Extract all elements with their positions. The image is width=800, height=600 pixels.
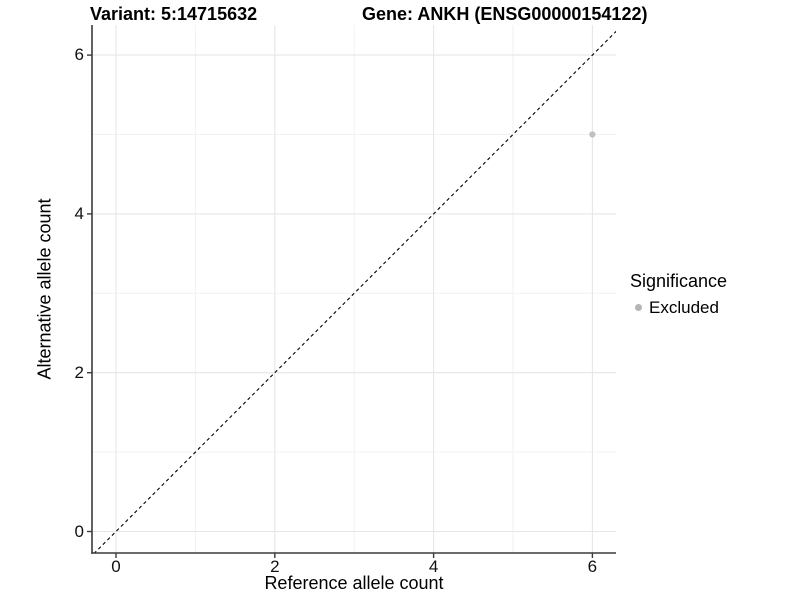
data-point	[589, 131, 596, 138]
y-tick-label: 0	[74, 521, 84, 541]
legend-title: Significance	[630, 271, 728, 291]
legend-items: Excluded	[630, 297, 795, 318]
identity-reference-line	[93, 30, 616, 553]
x-axis-title: Reference allele count	[264, 573, 444, 593]
plot-title-variant: Variant: 5:14715632	[90, 4, 258, 24]
y-tick-label: 2	[74, 362, 84, 382]
y-axis-title: Alternative allele count	[34, 198, 55, 380]
legend: Significance Excluded	[630, 271, 795, 318]
legend-item: Excluded	[630, 297, 795, 318]
x-tick-label: 6	[587, 557, 598, 576]
y-tick-label: 6	[74, 45, 84, 65]
x-tick-label: 0	[111, 557, 121, 576]
legend-item-label: Excluded	[649, 297, 719, 317]
y-tick-label: 4	[74, 203, 84, 223]
x-tick-label: 4	[428, 557, 439, 576]
plot-title-gene: Gene: ANKH (ENSG00000154122)	[362, 4, 648, 24]
x-tick-label: 2	[270, 557, 280, 576]
legend-key-dot-icon	[635, 304, 642, 311]
